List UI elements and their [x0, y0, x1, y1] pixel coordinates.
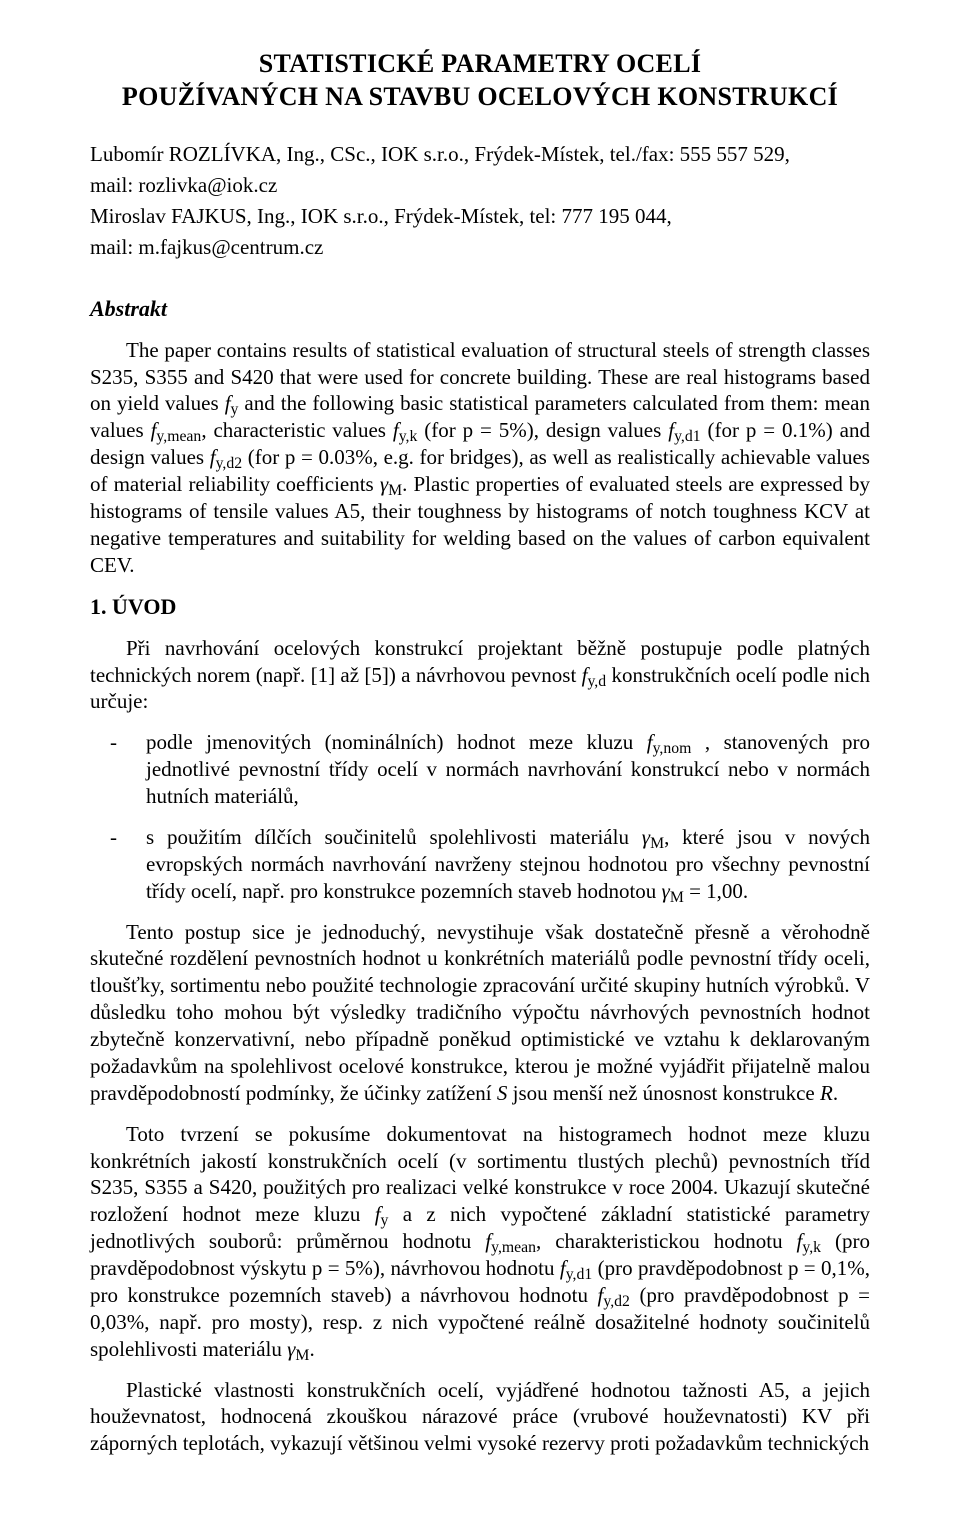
title-line-2: POUŽÍVANÝCH NA STAVBU OCELOVÝCH KONSTRUK…	[122, 82, 838, 111]
list-bullet: -	[90, 824, 146, 905]
abstract-paragraph: The paper contains results of statistica…	[90, 337, 870, 579]
author-2-line-1: Miroslav FAJKUS, Ing., IOK s.r.o., Frýde…	[90, 203, 870, 230]
author-1-line-2: mail: rozlivka@iok.cz	[90, 172, 870, 199]
intro-paragraph-3: Toto tvrzení se pokusíme dokumentovat na…	[90, 1121, 870, 1363]
document-title: STATISTICKÉ PARAMETRY OCELÍ POUŽÍVANÝCH …	[90, 48, 870, 113]
intro-paragraph-2: Tento postup sice je jednoduchý, nevysti…	[90, 919, 870, 1107]
list-item-body: podle jmenovitých (nominálních) hodnot m…	[146, 729, 870, 810]
intro-list: - podle jmenovitých (nominálních) hodnot…	[90, 729, 870, 904]
title-line-1: STATISTICKÉ PARAMETRY OCELÍ	[259, 49, 702, 78]
authors-block: Lubomír ROZLÍVKA, Ing., CSc., IOK s.r.o.…	[90, 141, 870, 261]
intro-paragraph-4: Plastické vlastnosti konstrukčních ocelí…	[90, 1377, 870, 1458]
list-bullet: -	[90, 729, 146, 810]
list-item: - podle jmenovitých (nominálních) hodnot…	[90, 729, 870, 810]
author-1-line-1: Lubomír ROZLÍVKA, Ing., CSc., IOK s.r.o.…	[90, 141, 870, 168]
author-2-line-2: mail: m.fajkus@centrum.cz	[90, 234, 870, 261]
list-item: - s použitím dílčích součinitelů spolehl…	[90, 824, 870, 905]
intro-paragraph-1: Při navrhování ocelových konstrukcí proj…	[90, 635, 870, 716]
heading-intro: 1. ÚVOD	[90, 593, 870, 621]
page: STATISTICKÉ PARAMETRY OCELÍ POUŽÍVANÝCH …	[0, 0, 960, 1519]
heading-abstract: Abstrakt	[90, 295, 870, 323]
list-item-body: s použitím dílčích součinitelů spolehliv…	[146, 824, 870, 905]
